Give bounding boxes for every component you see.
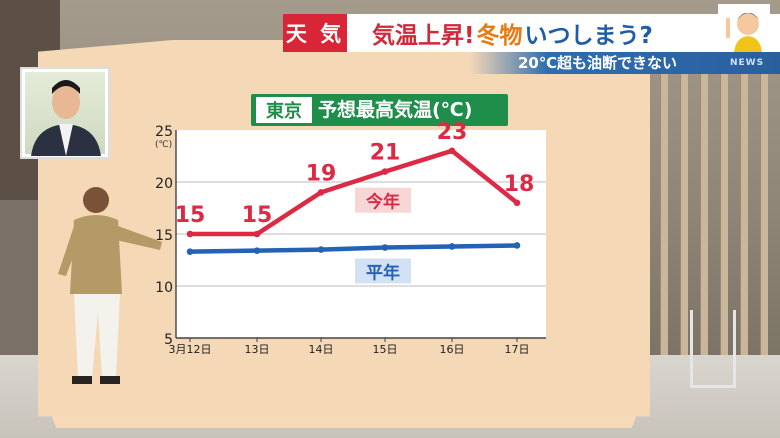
- data-label: 19: [306, 161, 337, 186]
- series-label: 今年: [366, 192, 400, 213]
- y-tick-label: 15: [155, 228, 173, 244]
- wall-slat: [720, 60, 728, 360]
- data-point: [186, 248, 194, 255]
- chart-title-city: 東京: [256, 97, 312, 123]
- data-label: 23: [437, 120, 468, 145]
- presenter-shoe: [100, 376, 120, 384]
- data-point: [381, 168, 389, 175]
- wall-slat: [760, 60, 768, 360]
- y-tick-label: 5: [164, 332, 173, 348]
- y-tick-label: 20: [155, 176, 173, 192]
- mascot-body: [734, 36, 762, 52]
- y-tick-label: 10: [155, 280, 173, 296]
- wall-slat: [660, 60, 668, 360]
- series-label: 平年: [366, 262, 400, 283]
- series-line-this-year: [187, 148, 520, 237]
- chart-title: 予想最高気温(℃): [318, 99, 473, 121]
- x-tick-label: 3月12日: [169, 343, 212, 354]
- presenter-figure: [58, 187, 162, 384]
- data-point: [448, 243, 456, 250]
- mascot-hair: [737, 12, 759, 20]
- subtitle-bar: [470, 52, 780, 74]
- x-tick-label: 13日: [245, 343, 270, 354]
- data-point: [513, 242, 521, 249]
- data-point: [317, 246, 325, 253]
- presenter-shirt: [70, 215, 122, 294]
- subtitle: 20℃超も油断できない: [518, 54, 678, 72]
- category-tag: 天 気: [283, 14, 347, 52]
- data-label: 18: [504, 172, 535, 197]
- data-point: [253, 247, 261, 254]
- news-logo: NEWS: [730, 58, 765, 68]
- data-label: 15: [175, 203, 206, 228]
- wall-slat: [740, 60, 748, 360]
- anchor-hair: [52, 80, 80, 94]
- x-tick-label: 17日: [505, 343, 530, 354]
- x-tick-label: 14日: [309, 343, 334, 354]
- series-label-bg: [355, 258, 411, 284]
- data-point: [448, 147, 456, 155]
- y-tick-label: 25: [155, 124, 173, 140]
- presenter-arm: [116, 226, 162, 250]
- studio-stand: [690, 310, 736, 388]
- mascot-icon: [718, 4, 770, 52]
- data-label: 15: [242, 203, 273, 228]
- headline-bar: [283, 14, 780, 52]
- data-point: [513, 199, 521, 207]
- y-unit-label: (℃): [155, 140, 172, 150]
- data-point: [381, 244, 389, 251]
- data-point: [253, 230, 261, 238]
- data-label: 21: [370, 141, 401, 166]
- headline: 気温上昇! 冬物 いつしまう?: [372, 14, 653, 52]
- headline-part-b: 冬物: [476, 23, 523, 49]
- data-point: [186, 230, 194, 238]
- headline-part-a: 気温上昇!: [372, 23, 475, 49]
- series-line-normal: [187, 243, 520, 254]
- presenter-arm-left: [58, 226, 80, 276]
- data-point: [317, 189, 325, 196]
- anchor-figure: [31, 80, 101, 156]
- anchor-collar: [59, 124, 73, 156]
- anchor-face: [52, 85, 80, 119]
- wall-slat: [700, 60, 708, 360]
- presenter-trousers: [74, 294, 120, 378]
- presenter-shoe: [72, 376, 92, 384]
- series-label-bg: [355, 187, 411, 213]
- mascot-raised-hand: [726, 18, 730, 38]
- x-tick-label: 15日: [373, 343, 398, 354]
- anchor-inset-window: [20, 67, 110, 159]
- x-tick-label: 16日: [440, 343, 465, 354]
- wall-slat: [680, 60, 688, 360]
- mascot-face: [737, 13, 759, 35]
- presenter-head: [83, 187, 109, 213]
- headline-part-c: いつしまう?: [524, 23, 653, 49]
